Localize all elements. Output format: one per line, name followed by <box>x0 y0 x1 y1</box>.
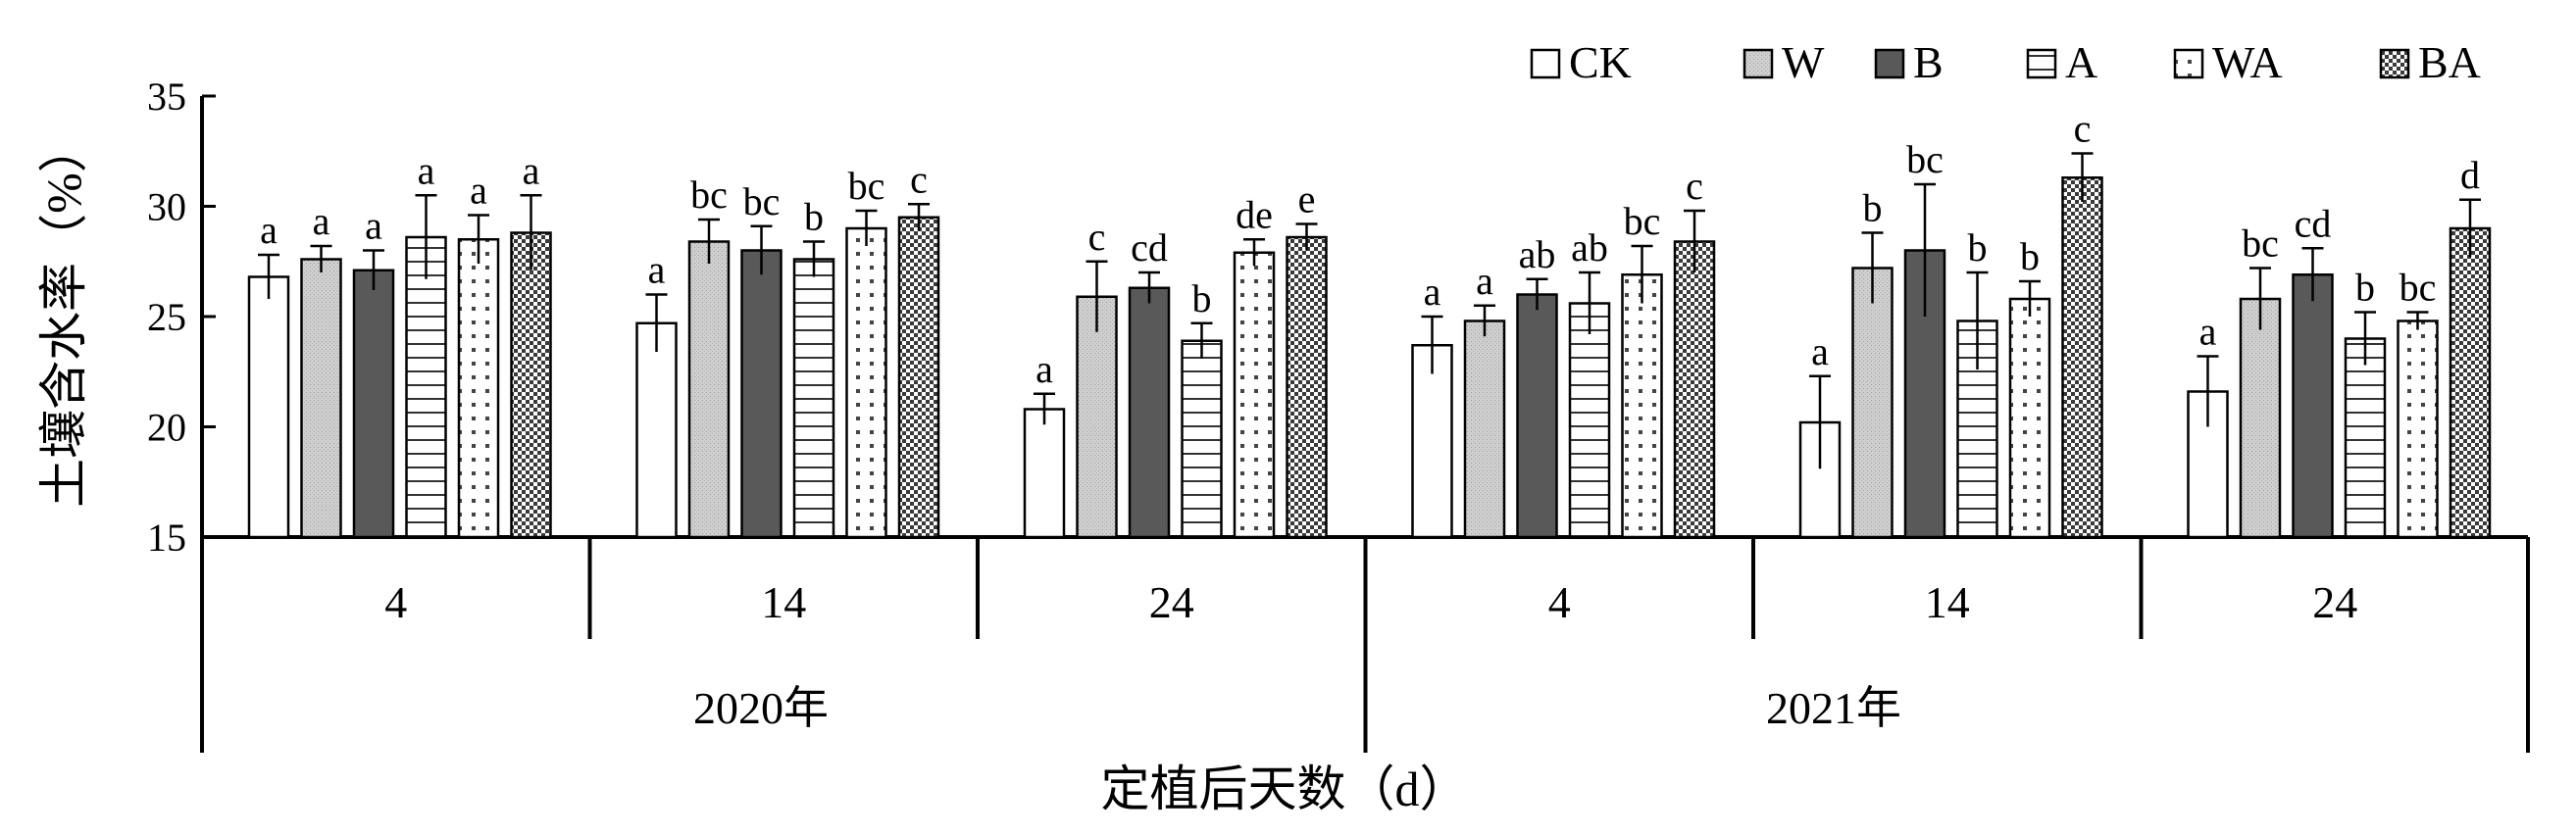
significance-label: bc <box>1906 137 1944 181</box>
bar-ba <box>1286 235 1328 539</box>
bar-ba <box>897 216 940 539</box>
bar-b <box>2292 273 2334 539</box>
bar-a <box>792 258 835 539</box>
legend-label-ba: BA <box>2418 37 2481 87</box>
group-label: 24 <box>1149 577 1194 627</box>
significance-label: c <box>1088 215 1106 259</box>
bar-a <box>1181 339 1223 539</box>
bar-w <box>1076 295 1118 539</box>
bar-ba <box>2061 176 2103 539</box>
significance-label: a <box>365 204 382 248</box>
bar-wa <box>1233 251 1276 539</box>
significance-label: bc <box>2242 221 2279 266</box>
significance-label: a <box>470 169 487 213</box>
legend-swatch-wa <box>2173 48 2204 79</box>
bar-w <box>1463 320 1506 539</box>
significance-label: bc <box>1624 199 1661 243</box>
bar-w <box>300 258 342 539</box>
bar-a <box>1568 302 1611 539</box>
significance-label: cd <box>2295 201 2332 245</box>
bar-ba <box>1673 240 1716 539</box>
legend-swatch-b <box>1874 48 1905 79</box>
bar-b <box>1128 286 1171 539</box>
significance-label: de <box>1236 192 1273 236</box>
y-tick-label: 20 <box>147 406 186 450</box>
y-tick-label: 35 <box>147 74 186 119</box>
bar-ba <box>2449 226 2492 539</box>
legend-label-w: W <box>1782 37 1825 87</box>
bar-ck <box>1411 344 1453 539</box>
axes: 15 20 25 30 35 4 14 24 4 14 24 <box>147 74 2530 753</box>
significance-label: d <box>2460 153 2480 197</box>
legend-swatch-a <box>2026 48 2057 79</box>
significance-label: c <box>910 157 928 201</box>
significance-label: bc <box>743 179 781 223</box>
significance-label: a <box>260 208 278 252</box>
bar-wa <box>2397 320 2439 539</box>
year-label-2020: 2020年 <box>693 683 829 733</box>
significance-label: bc <box>690 172 728 217</box>
significance-label: cd <box>1131 225 1168 270</box>
bar-b <box>352 269 395 539</box>
significance-label: b <box>1192 276 1212 320</box>
group-label: 24 <box>2312 577 2357 627</box>
significance-label: b <box>804 195 824 239</box>
significance-label: b <box>1863 186 1883 230</box>
significance-label: a <box>2199 310 2217 354</box>
significance-label: a <box>313 199 330 243</box>
y-tick-label: 25 <box>147 295 186 339</box>
y-tick-label: 15 <box>147 516 186 560</box>
year-label-2021: 2021年 <box>1766 683 1901 733</box>
x-axis-label: 定植后天数（d） <box>1101 762 1469 816</box>
significance-label: ab <box>1571 225 1608 270</box>
group-label: 4 <box>384 577 407 627</box>
significance-label: e <box>1298 177 1316 221</box>
significance-label: b <box>1968 225 1988 270</box>
bar-ck <box>1023 408 1066 539</box>
significance-label: a <box>1424 270 1441 314</box>
significance-label: c <box>1686 164 1703 208</box>
significance-label: a <box>648 248 666 292</box>
y-tick-label: 30 <box>147 185 186 229</box>
legend-label-wa: WA <box>2212 37 2283 87</box>
legend-label-b: B <box>1913 37 1944 87</box>
legend: CK W B A WA BA <box>1530 37 2481 87</box>
bar-w <box>2239 297 2282 539</box>
group-label: 14 <box>1925 577 1970 627</box>
bar-ba <box>510 231 552 539</box>
bar-wa <box>2008 297 2051 539</box>
significance-label: a <box>418 148 435 192</box>
significance-label: a <box>1035 347 1053 391</box>
bar-wa <box>845 226 887 539</box>
significance-label: b <box>2355 266 2375 310</box>
significance-label: c <box>2074 107 2092 151</box>
legend-label-a: A <box>2065 37 2097 87</box>
bar-ck <box>635 321 678 539</box>
bar-wa <box>457 238 500 539</box>
significance-label: b <box>2020 234 2040 278</box>
significance-label: bc <box>2399 266 2437 310</box>
significance-label: bc <box>848 164 885 208</box>
group-label: 4 <box>1548 577 1571 627</box>
bar-a <box>405 235 447 539</box>
y-axis-label: 土壤含水率（%） <box>36 123 91 508</box>
bar-wa <box>1621 273 1663 539</box>
significance-label: a <box>1811 329 1829 373</box>
legend-swatch-ba <box>2379 48 2410 79</box>
bar-w <box>1851 267 1894 539</box>
bar-ck <box>247 275 290 539</box>
bar-b <box>740 249 783 539</box>
bar-b <box>1516 293 1558 539</box>
significance-label: ab <box>1519 232 1556 276</box>
bar-a <box>2344 337 2387 539</box>
legend-swatch-w <box>1743 48 1774 79</box>
bar-w <box>687 240 731 539</box>
legend-label-ck: CK <box>1569 37 1632 87</box>
legend-swatch-ck <box>1530 48 1561 79</box>
group-label: 14 <box>761 577 806 627</box>
significance-label: a <box>1476 259 1493 303</box>
significance-label: a <box>523 148 540 192</box>
